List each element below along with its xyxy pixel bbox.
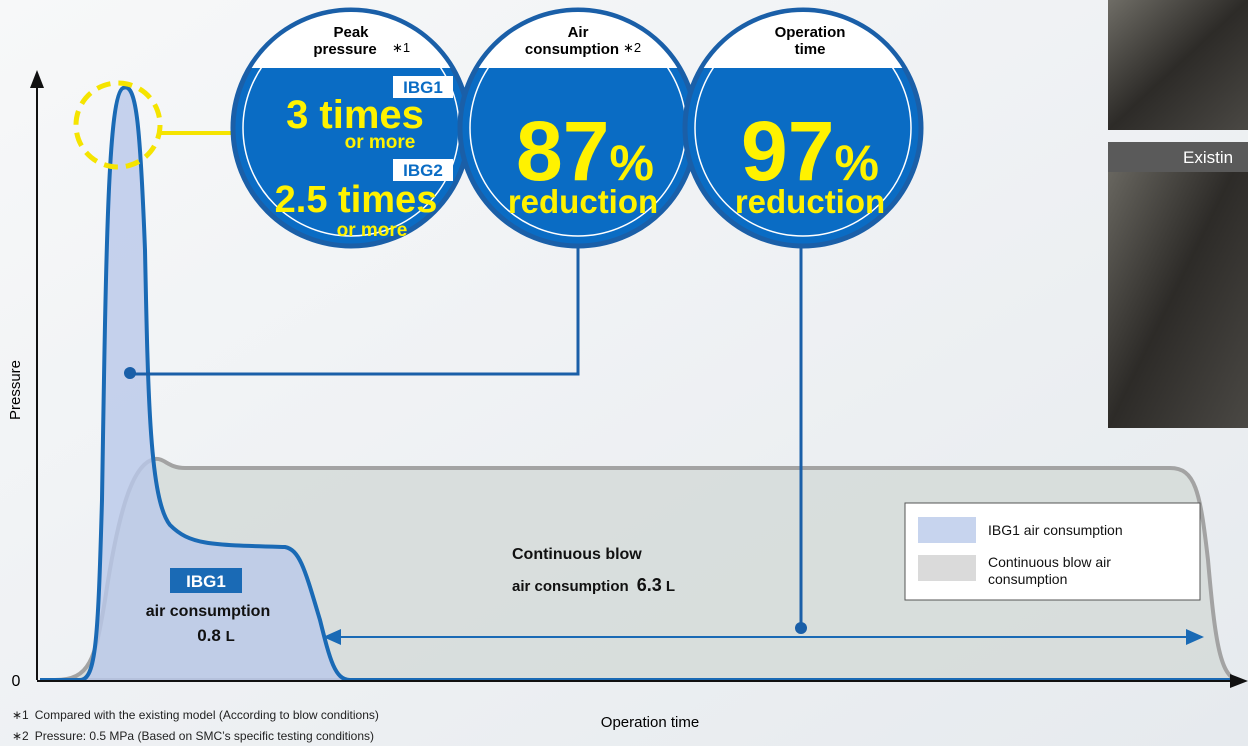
reduction-label: reduction (508, 183, 658, 220)
callout-label: air consumption (146, 603, 270, 620)
photo-label-band (1108, 142, 1248, 172)
model-label: IBG1 (186, 572, 226, 591)
axis-arrow (1230, 674, 1248, 688)
ibg1-area (40, 87, 350, 681)
model-badge (393, 76, 453, 98)
callout-value: 0.8 L (197, 626, 235, 645)
circle-heading: Operation (775, 24, 846, 41)
footnote-mark: ∗1 (392, 40, 410, 55)
legend-label: IBG1 air consumption (988, 522, 1123, 538)
model-badge (170, 568, 242, 593)
circle: Air consumption ∗2 87% reduction (457, 7, 699, 249)
reduction-label: reduction (735, 183, 885, 220)
callout-title: Continuous blow (512, 546, 642, 563)
peak-highlight (73, 80, 163, 170)
circle-heading: consumption (525, 41, 619, 58)
peak-qualifier: or more (345, 132, 416, 153)
photo (1108, 0, 1248, 130)
circle-heading: time (795, 41, 826, 58)
photo-label: Existin (1183, 148, 1233, 167)
circle-heading: pressure (313, 41, 376, 58)
origin-label: 0 (12, 673, 21, 690)
circle: Operation time 97% reduction (682, 7, 924, 249)
circle-heading: Peak (333, 24, 369, 41)
legend-swatch (918, 517, 976, 543)
connector (130, 245, 580, 376)
footnote: ∗2 Pressure: 0.5 MPa (Based on SMC’s spec… (12, 729, 374, 743)
reduction-value: 87% (516, 104, 654, 198)
connector-dot (124, 367, 136, 379)
legend-swatch (918, 555, 976, 581)
circle-ring (694, 19, 912, 237)
model-label: IBG2 (403, 161, 443, 180)
legend-label: Continuous blow air (988, 554, 1111, 570)
legend-label: consumption (988, 571, 1067, 587)
footnote-mark: ∗2 (623, 40, 641, 55)
circle-heading: Air (568, 24, 589, 41)
x-axis-label: Operation time (601, 714, 699, 731)
model-label: IBG1 (403, 78, 443, 97)
axis-arrow (30, 70, 44, 88)
peak-qualifier: or more (337, 220, 408, 241)
y-axis-label: Pressure (7, 360, 24, 420)
peak-value: 3 times (286, 93, 424, 137)
reduction-value: 97% (741, 104, 879, 198)
ibg1-curve (40, 85, 1240, 682)
photo (1108, 142, 1248, 428)
circle-body (682, 7, 924, 249)
callout-label: air consumption 6.3 L (512, 575, 675, 595)
model-badge (393, 159, 453, 181)
connector-dot (795, 622, 807, 634)
peak-value: 2.5 times (275, 179, 438, 221)
footnote: ∗1 Compared with the existing model (Acco… (12, 708, 379, 722)
